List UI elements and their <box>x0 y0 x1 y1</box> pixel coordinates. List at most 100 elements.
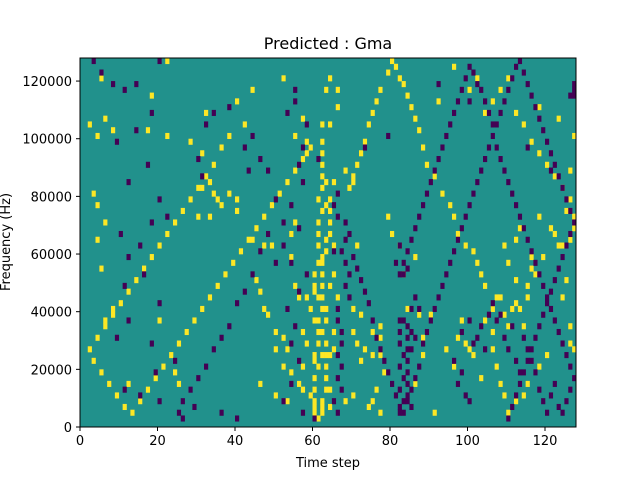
heatmap-cell-low <box>548 288 554 295</box>
heatmap-cell-high <box>308 392 313 399</box>
heatmap-cell-high <box>320 121 325 128</box>
heatmap-cell-high <box>312 386 317 393</box>
heatmap-cell-high <box>304 150 309 157</box>
heatmap-cell-low <box>331 202 337 209</box>
heatmap-cell-low <box>556 265 561 272</box>
heatmap-cell-low <box>545 300 550 307</box>
heatmap-cell-low <box>242 288 247 295</box>
heatmap-cell-high <box>386 69 391 76</box>
heatmap-cell-high <box>211 190 216 197</box>
heatmap-cell-low <box>479 86 484 93</box>
heatmap-cell-low <box>514 63 519 70</box>
heatmap-cell-high <box>188 138 193 145</box>
heatmap-cell-low <box>564 352 569 359</box>
heatmap-cell-high <box>231 259 236 266</box>
heatmap-cell-high <box>204 173 209 180</box>
heatmap-cell-low <box>362 288 368 295</box>
heatmap-cell-high <box>180 207 185 214</box>
heatmap-cell-low <box>459 225 464 232</box>
heatmap-cell-high <box>324 248 329 255</box>
heatmap-cell-low <box>440 282 445 289</box>
heatmap-cell-low <box>448 121 453 128</box>
heatmap-cell-low <box>502 98 507 105</box>
heatmap-cell-low <box>122 282 127 289</box>
heatmap-cell-high <box>103 317 108 324</box>
heatmap-cell-low <box>126 317 131 324</box>
heatmap-cell-high <box>293 167 298 174</box>
heatmap-cell-low <box>510 323 515 330</box>
heatmap-cell-low <box>285 305 290 312</box>
heatmap-cell-high <box>343 167 348 174</box>
plot-frame <box>79 57 577 428</box>
heatmap-cell-low <box>235 415 240 422</box>
heatmap-cells <box>87 58 577 422</box>
heatmap-cell-low <box>300 144 306 151</box>
heatmap-cell-low <box>157 58 162 65</box>
heatmap-cell-high <box>87 346 92 353</box>
chart-title: Predicted : Gma <box>264 34 392 53</box>
heatmap-cell-low <box>545 294 550 301</box>
heatmap-cell-low <box>483 346 488 353</box>
heatmap-cell-high <box>215 196 220 203</box>
heatmap-cell-high <box>378 86 383 93</box>
heatmap-cell-low <box>475 334 480 341</box>
heatmap-cell-high <box>471 352 476 359</box>
heatmap-cell-low <box>250 271 255 278</box>
heatmap-cell-low <box>316 156 321 163</box>
x-tick-label: 100 <box>455 434 480 449</box>
heatmap-cell-high <box>490 98 495 105</box>
heatmap-cell-low <box>533 104 538 111</box>
heatmap-cell-low <box>258 248 263 255</box>
heatmap-cell-low <box>134 127 139 134</box>
heatmap-cell-high <box>122 403 127 411</box>
heatmap-cell-low <box>521 334 526 341</box>
heatmap-cell-high <box>262 242 267 249</box>
heatmap-cell-low <box>572 219 577 226</box>
heatmap-cell-low <box>293 98 298 105</box>
heatmap-cell-low <box>366 300 371 307</box>
heatmap-cell-high <box>300 363 306 370</box>
heatmap-cell-high <box>320 271 325 278</box>
heatmap-cell-high <box>289 369 294 376</box>
heatmap-cell-high <box>331 346 337 353</box>
heatmap-cell-low <box>455 380 461 387</box>
heatmap-cell-high <box>529 138 534 145</box>
heatmap-cell-high <box>494 294 499 301</box>
heatmap-cell-low <box>219 409 224 416</box>
heatmap-cell-high <box>320 150 325 157</box>
heatmap-cell-high <box>173 369 178 376</box>
heatmap-cell-high <box>273 328 278 336</box>
heatmap-cell-low <box>397 403 402 411</box>
heatmap-cell-low <box>424 190 430 197</box>
x-tick-label: 60 <box>304 434 321 449</box>
heatmap-cell-low <box>289 202 294 209</box>
heatmap-cell-high <box>118 300 123 307</box>
heatmap-cell-low <box>297 161 302 168</box>
heatmap-cell-low <box>510 75 515 82</box>
heatmap-cell-low <box>572 375 577 382</box>
heatmap-cell-low <box>335 190 340 197</box>
heatmap-cell-low <box>409 328 414 336</box>
heatmap-cell-high <box>316 363 321 370</box>
heatmap-cell-high <box>324 386 329 393</box>
heatmap-cell-high <box>134 277 139 284</box>
heatmap-cell-high <box>227 132 232 140</box>
heatmap-cell-low <box>529 346 534 353</box>
heatmap-cell-low <box>467 98 472 105</box>
heatmap-cell-high <box>95 132 100 140</box>
heatmap-cell-high <box>316 196 321 203</box>
heatmap-cell-low <box>397 363 402 370</box>
heatmap-cell-low <box>114 138 120 145</box>
heatmap-cell-high <box>312 317 317 324</box>
heatmap-cell-high <box>320 294 325 301</box>
heatmap-cell-high <box>506 409 511 416</box>
heatmap-cell-low <box>517 58 523 65</box>
heatmap-cell-high <box>467 86 472 93</box>
heatmap-cell-high <box>506 259 511 266</box>
heatmap-cell-low <box>246 167 251 174</box>
heatmap-cell-low <box>134 81 139 88</box>
heatmap-cell-low <box>397 242 402 249</box>
heatmap-cell-low <box>196 375 201 382</box>
heatmap-cell-high <box>417 311 422 318</box>
heatmap-cell-low <box>564 196 569 203</box>
